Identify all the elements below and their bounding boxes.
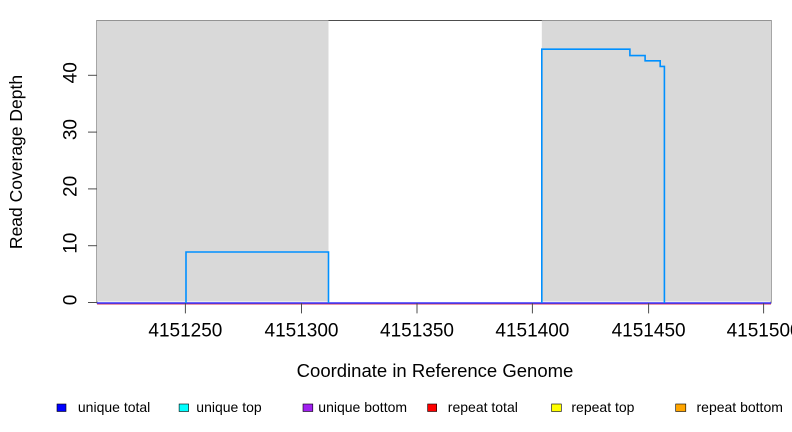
svg-text:0: 0 [61, 295, 82, 306]
svg-text:4151400: 4151400 [495, 321, 569, 342]
svg-text:4151300: 4151300 [265, 321, 339, 342]
svg-text:repeat bottom: repeat bottom [697, 399, 783, 415]
svg-text:unique bottom: unique bottom [318, 399, 407, 415]
svg-text:10: 10 [61, 233, 82, 254]
svg-text:30: 30 [61, 119, 82, 140]
svg-text:Read Coverage Depth: Read Coverage Depth [6, 75, 26, 249]
svg-text:4151500: 4151500 [727, 321, 792, 342]
svg-text:Coordinate in Reference Genome: Coordinate in Reference Genome [297, 360, 574, 381]
svg-text:unique total: unique total [78, 399, 150, 415]
svg-text:4151350: 4151350 [380, 321, 454, 342]
svg-text:4151450: 4151450 [612, 321, 686, 342]
svg-text:40: 40 [61, 62, 82, 83]
svg-text:20: 20 [61, 176, 82, 197]
svg-text:unique top: unique top [196, 399, 262, 415]
svg-text:4151250: 4151250 [148, 321, 222, 342]
svg-text:repeat top: repeat top [571, 399, 634, 415]
svg-text:repeat total: repeat total [448, 399, 518, 415]
